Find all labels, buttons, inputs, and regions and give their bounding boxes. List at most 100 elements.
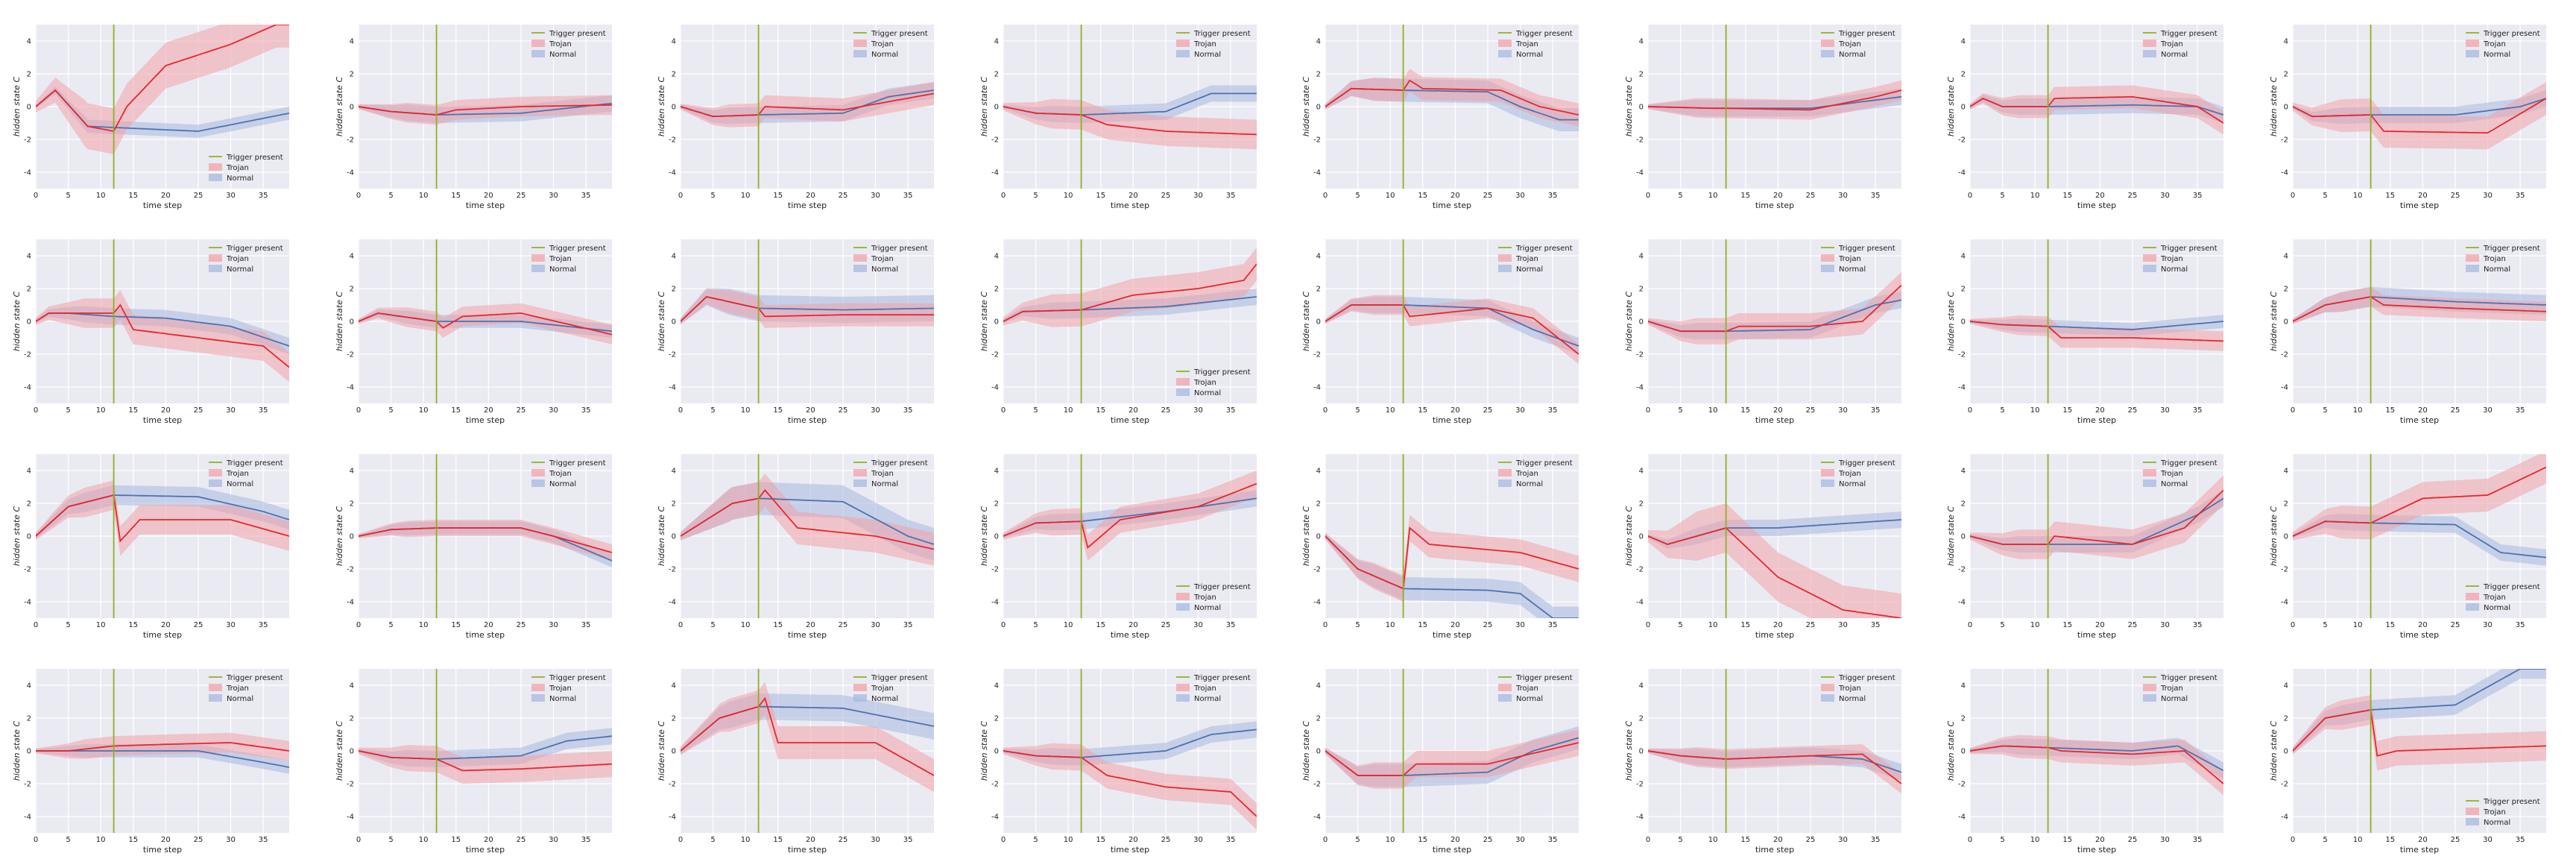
y-tick-label: -2 [347,781,354,789]
legend: Trigger present Trojan Normal [1176,368,1251,397]
x-tick-label: 30 [1193,406,1203,415]
y-axis-label: hidden state C [1624,77,1634,137]
x-tick-label: 20 [1773,836,1783,844]
x-tick-label: 20 [161,192,171,200]
y-tick-label: -4 [1958,169,1966,177]
y-tick-label: -2 [991,136,999,145]
x-axis-label: time step [2077,630,2116,640]
y-tick-label: -2 [2281,781,2288,789]
y-tick-label: -4 [1313,599,1321,607]
y-tick-label: -4 [24,169,31,177]
subplot-13: 0 5 10 15 20 25 30 35 -4 -2 0 2 4 time step hidden sta… [1301,239,1579,425]
x-tick-label: 20 [2095,836,2105,844]
legend-normal-label: Normal [2484,819,2510,827]
x-tick-label: 25 [1161,836,1171,844]
trojan-band [2293,695,2546,771]
legend-normal-label: Normal [871,51,898,59]
trojan-line [1970,745,2223,784]
x-tick-label: 15 [1740,192,1750,200]
y-tick-label: -4 [24,384,31,392]
x-tick-label: 10 [1064,406,1073,415]
legend-normal-label: Normal [1516,51,1543,59]
trojan-line [1325,742,1579,776]
legend-trigger-label: Trigger present [226,245,283,253]
y-tick-label: -4 [347,599,354,607]
y-tick-label: -2 [669,781,676,789]
y-axis-label: hidden state C [1301,77,1311,137]
x-tick-label: 25 [1806,406,1816,415]
x-tick-label: 10 [1064,836,1073,844]
legend-normal-label: Normal [871,695,898,703]
y-tick-label: 4 [1316,253,1321,261]
y-axis-label: hidden state C [12,292,22,352]
y-tick-label: -2 [347,566,354,574]
x-tick-label: 0 [1001,192,1006,200]
trojan-line [359,312,612,336]
y-tick-label: 2 [1316,71,1321,79]
y-tick-label: 4 [994,253,999,261]
legend-trigger-label: Trigger present [1193,583,1251,591]
x-tick-label: 10 [1386,192,1395,200]
subplot-25: 0 5 10 15 20 25 30 35 -4 -2 0 2 4 time step hidden sta… [12,669,289,855]
legend-normal-swatch [531,479,545,487]
trojan-line [1003,482,1257,550]
y-tick-label: -2 [2281,566,2288,574]
x-tick-label: 30 [549,836,558,844]
x-tick-label: 30 [549,192,558,200]
x-axis-label: time step [466,415,505,425]
y-tick-label: 0 [672,318,676,327]
y-tick-label: -4 [1958,814,1966,822]
x-tick-label: 0 [2291,192,2295,200]
y-tick-label: 4 [1961,253,1966,261]
legend-trigger-label: Trigger present [1838,245,1895,253]
subplot-14: 0 5 10 15 20 25 30 35 -4 -2 0 2 4 time step hidden sta… [1624,239,1901,425]
legend-trojan-label: Trojan [871,685,894,693]
x-tick-label: 20 [806,621,815,629]
x-axis-label: time step [466,845,505,855]
y-tick-label: 4 [1316,468,1321,476]
y-tick-label: -2 [991,781,999,789]
legend-normal-label: Normal [2484,604,2510,612]
legend-normal-swatch [1498,265,1512,272]
y-tick-label: 4 [350,253,354,261]
x-tick-label: 5 [66,836,70,844]
x-axis-label: time step [143,630,182,640]
x-tick-label: 25 [194,192,203,200]
subplot-9: 0 5 10 15 20 25 30 35 -4 -2 0 2 4 time step hidden sta… [12,239,289,425]
y-tick-label: 4 [1316,682,1321,690]
legend-trigger-label: Trigger present [1193,30,1251,38]
legend-trigger-label: Trigger present [1515,245,1573,253]
x-tick-label: 10 [419,621,429,629]
y-tick-label: 2 [1639,286,1644,294]
y-tick-label: 0 [1961,318,1966,327]
subplot-20: 0 5 10 15 20 25 30 35 -4 -2 0 2 4 time step hidden sta… [979,454,1257,640]
y-tick-label: 0 [994,318,999,327]
x-tick-label: 5 [388,406,393,415]
legend-normal-swatch [2143,694,2156,702]
subplot-15: 0 5 10 15 20 25 30 35 -4 -2 0 2 4 time step hidden sta… [1946,239,2223,425]
x-tick-label: 35 [2193,192,2203,200]
x-tick-label: 15 [451,621,461,629]
y-tick-label: -4 [347,169,354,177]
y-tick-label: -4 [991,169,999,177]
x-tick-label: 5 [710,406,715,415]
x-tick-label: 0 [678,406,683,415]
y-tick-label: 2 [672,715,676,723]
legend-trojan-label: Trojan [2160,470,2183,478]
subplot-18: 0 5 10 15 20 25 30 35 -4 -2 0 2 4 time step hidden sta… [335,454,612,640]
x-tick-label: 35 [1226,621,1236,629]
legend-normal-swatch [2466,818,2479,825]
x-tick-label: 35 [259,621,268,629]
x-axis-label: time step [1755,845,1794,855]
subplot-23: 0 5 10 15 20 25 30 35 -4 -2 0 2 4 time step hidden sta… [1946,454,2223,640]
legend-trojan-label: Trojan [2483,255,2506,263]
x-tick-label: 25 [1161,406,1171,415]
x-tick-label: 5 [710,192,715,200]
x-tick-label: 35 [1226,836,1236,844]
x-axis-label: time step [1111,201,1149,210]
legend-normal-label: Normal [2161,265,2188,274]
legend-trojan-label: Trojan [2160,255,2183,263]
x-tick-label: 30 [871,836,880,844]
series-area [1648,80,1901,120]
y-tick-label: -4 [669,599,676,607]
